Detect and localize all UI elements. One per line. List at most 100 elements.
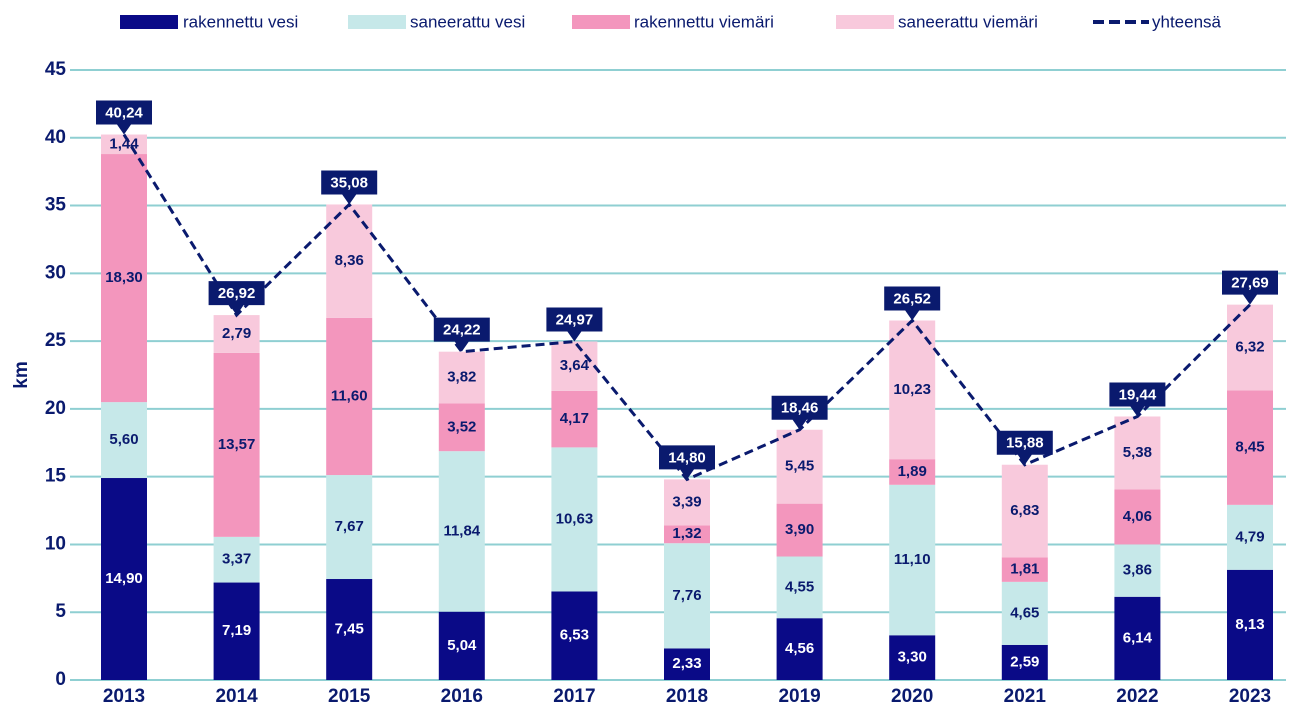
bar-segment <box>438 611 485 680</box>
total-label: 19,44 <box>1119 386 1157 403</box>
data-label: 8,36 <box>335 252 364 269</box>
bar-segment <box>326 317 373 476</box>
legend-label: yhteensä <box>1152 12 1222 31</box>
y-tick-label: 45 <box>45 59 67 80</box>
data-label: 18,30 <box>105 269 143 286</box>
bar-segment <box>551 341 598 391</box>
data-label: 2,33 <box>672 655 701 672</box>
data-label: 3,39 <box>672 493 701 510</box>
total-label: 26,52 <box>893 290 931 307</box>
bar-segment <box>213 352 260 537</box>
bar-segment <box>664 543 710 649</box>
legend-label: saneerattu viemäri <box>898 12 1038 31</box>
bar-segment <box>101 402 147 479</box>
bar-segment <box>1114 544 1161 597</box>
y-tick-label: 20 <box>45 398 66 419</box>
bar-segment <box>889 320 936 460</box>
data-label: 5,38 <box>1123 444 1152 461</box>
data-label: 6,14 <box>1123 629 1153 646</box>
y-tick-label: 15 <box>45 466 67 487</box>
legend-swatch <box>572 15 630 29</box>
total-label: 27,69 <box>1231 275 1269 292</box>
data-label: 5,45 <box>785 458 814 475</box>
total-callout <box>208 281 265 316</box>
y-axis-label: km <box>11 361 32 388</box>
data-label: 8,13 <box>1235 616 1264 633</box>
data-label: 14,90 <box>105 570 143 587</box>
total-callout <box>546 307 603 342</box>
bar-segment <box>213 315 260 353</box>
data-label: 6,32 <box>1235 338 1264 355</box>
bar-segment <box>776 556 823 619</box>
x-tick-label: 2013 <box>103 686 145 706</box>
bar-segment <box>1001 581 1048 645</box>
bar-segment <box>776 429 823 504</box>
total-callout <box>1222 270 1278 305</box>
bar-segment <box>664 648 710 680</box>
data-label: 2,79 <box>222 325 251 342</box>
data-label: 5,60 <box>109 431 138 448</box>
y-tick-label: 5 <box>55 601 66 622</box>
bar-segment <box>889 459 936 485</box>
data-label: 8,45 <box>1235 439 1264 456</box>
data-label: 6,53 <box>560 627 589 644</box>
x-tick-label: 2015 <box>328 686 371 706</box>
bar-segment <box>326 475 373 580</box>
data-label: 3,86 <box>1123 562 1152 579</box>
data-label: 10,63 <box>556 510 594 527</box>
total-label: 18,46 <box>781 400 819 417</box>
x-tick-label: 2017 <box>553 686 595 706</box>
bar-segment <box>326 579 373 680</box>
data-label: 4,79 <box>1235 528 1264 545</box>
x-tick-label: 2019 <box>778 686 820 706</box>
bar-segment <box>889 484 936 636</box>
data-label: 4,06 <box>1123 508 1152 525</box>
x-tick-label: 2018 <box>666 686 708 706</box>
total-line <box>122 133 1252 482</box>
data-label: 3,37 <box>222 551 251 568</box>
total-callout <box>771 395 828 430</box>
data-label: 11,60 <box>331 387 368 404</box>
bar-segment <box>1114 416 1161 490</box>
data-label: 11,84 <box>443 522 480 539</box>
bar-segment <box>776 618 823 680</box>
legend-label: rakennettu viemäri <box>634 12 774 31</box>
bar-segment <box>1001 557 1048 582</box>
bar-segment <box>438 403 485 452</box>
total-callout <box>96 100 152 135</box>
x-tick-label: 2023 <box>1229 686 1271 706</box>
bar-segment <box>1114 596 1161 680</box>
bar-segment <box>1227 390 1273 505</box>
x-tick-label: 2021 <box>1004 686 1047 706</box>
y-tick-label: 25 <box>45 330 67 351</box>
bar-segment <box>1001 644 1048 680</box>
bar-segment <box>101 478 147 680</box>
data-label: 1,89 <box>898 463 927 480</box>
data-label: 1,81 <box>1010 561 1039 578</box>
bar-segment <box>551 591 598 680</box>
legend-swatch <box>120 15 178 29</box>
total-callout <box>433 317 490 352</box>
data-label: 3,82 <box>447 369 476 386</box>
data-label: 7,45 <box>335 620 364 637</box>
total-label: 24,97 <box>556 311 594 328</box>
x-tick-label: 2020 <box>891 686 933 706</box>
data-label: 10,23 <box>893 381 931 398</box>
bar-segment <box>438 351 485 404</box>
bar-segment <box>1001 464 1048 558</box>
data-label: 2,59 <box>1010 653 1039 670</box>
bar-segment <box>101 154 147 403</box>
legend-swatch <box>836 15 894 29</box>
total-label: 40,24 <box>105 104 143 121</box>
legend-swatch <box>348 15 406 29</box>
y-tick-label: 35 <box>45 195 67 216</box>
total-label: 26,92 <box>218 285 256 302</box>
bar-segment <box>889 635 936 680</box>
total-callout <box>884 286 941 321</box>
total-callout <box>659 445 715 480</box>
data-label: 7,19 <box>222 622 251 639</box>
data-label: 3,30 <box>898 649 927 666</box>
bar-segment <box>1227 569 1273 680</box>
bar-segment <box>551 447 598 592</box>
